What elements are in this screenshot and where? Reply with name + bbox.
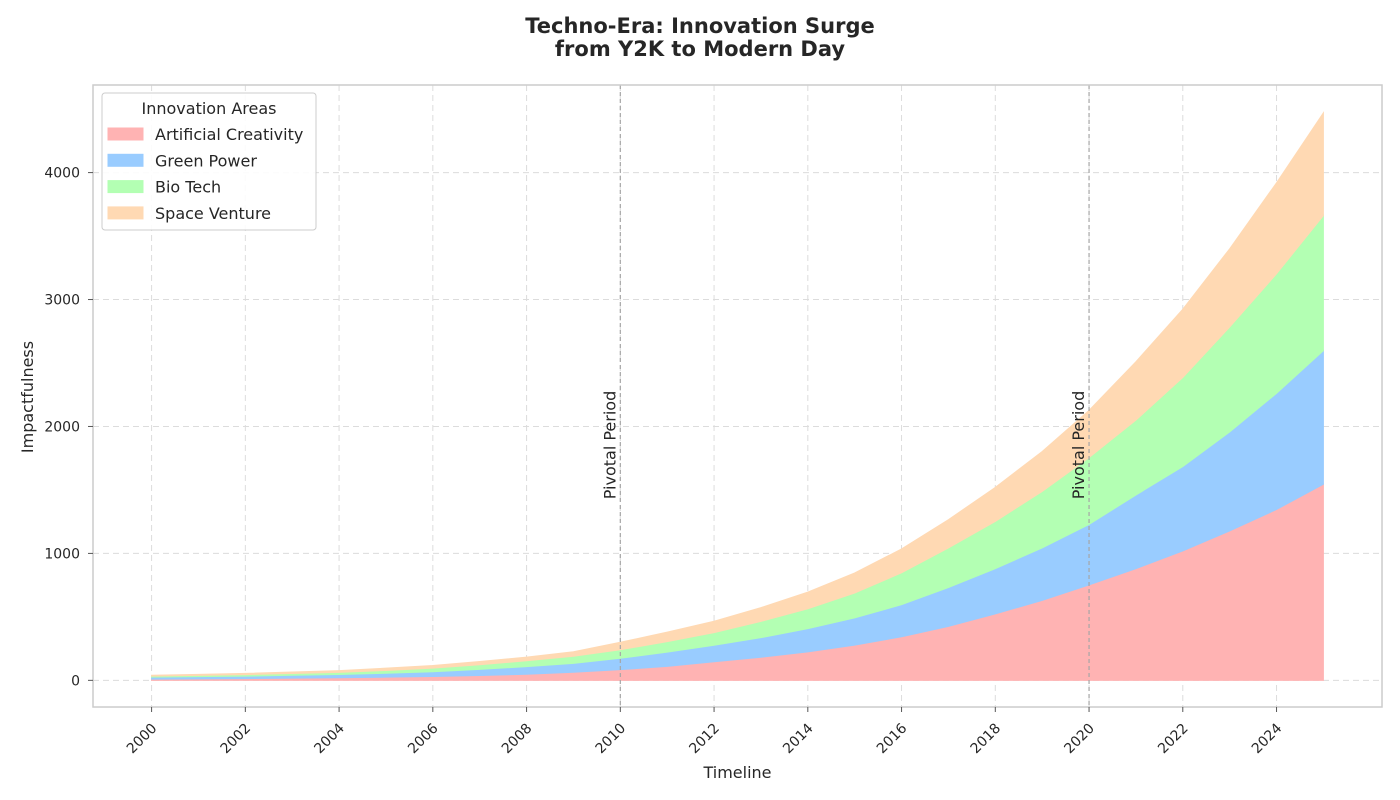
legend: Innovation Areas Artificial Creativity Gr… [101, 92, 317, 231]
legend-label: Green Power [155, 151, 257, 170]
x-tick-label: 2010 [593, 721, 630, 758]
legend-title: Innovation Areas [142, 99, 277, 118]
x-axis-title: Timeline [702, 763, 771, 782]
y-tick-label: 2000 [44, 419, 80, 435]
x-tick-label: 2024 [1249, 720, 1286, 757]
areas [151, 111, 1324, 681]
y-tick-label: 4000 [44, 166, 80, 182]
chart-title: Techno-Era: Innovation Surge from Y2K to… [0, 15, 1400, 61]
chart-title-line-2: from Y2K to Modern Day [554, 37, 846, 61]
x-tick-label: 2012 [686, 721, 723, 758]
y-tick-label: 0 [71, 673, 80, 689]
x-tick-label: 2016 [874, 720, 911, 757]
y-tick-label: 1000 [44, 546, 80, 562]
legend-items: Artificial Creativity Green Power Bio Tech… [107, 125, 303, 223]
legend-swatch [107, 206, 144, 220]
x-tick-label: 2020 [1061, 721, 1098, 758]
legend-swatch [107, 180, 144, 194]
x-axis-ticks: 2000 2002 2004 2006 2008 2010 2012 2014 2016 2018… [124, 707, 1286, 758]
annotation-label: Pivotal Period [1069, 391, 1088, 500]
x-tick-label: 2022 [1155, 721, 1192, 758]
legend-swatch [107, 127, 144, 141]
legend-label: Artificial Creativity [155, 125, 303, 144]
x-tick-label: 2004 [311, 720, 348, 757]
x-tick-label: 2006 [405, 720, 442, 757]
area-space-venture [151, 111, 1324, 677]
legend-label: Bio Tech [155, 178, 221, 197]
x-tick-label: 2000 [124, 721, 161, 758]
chart-title-line-1: Techno-Era: Innovation Surge [525, 14, 875, 38]
legend-swatch [107, 153, 144, 167]
legend-label: Space Venture [155, 204, 271, 223]
legend-box [101, 92, 317, 231]
x-tick-label: 2002 [218, 721, 255, 758]
plot-frame [92, 84, 1383, 708]
x-tick-label: 2018 [968, 721, 1005, 758]
y-tick-label: 3000 [44, 293, 80, 309]
x-tick-label: 2008 [499, 721, 536, 758]
y-axis-ticks: 0 1000 2000 3000 4000 [44, 166, 93, 689]
x-tick-label: 2014 [780, 720, 817, 757]
annotations: Pivotal Period Pivotal Period [600, 85, 1090, 707]
annotation-label: Pivotal Period [600, 391, 619, 500]
y-axis-title: Impactfulness [18, 341, 37, 453]
